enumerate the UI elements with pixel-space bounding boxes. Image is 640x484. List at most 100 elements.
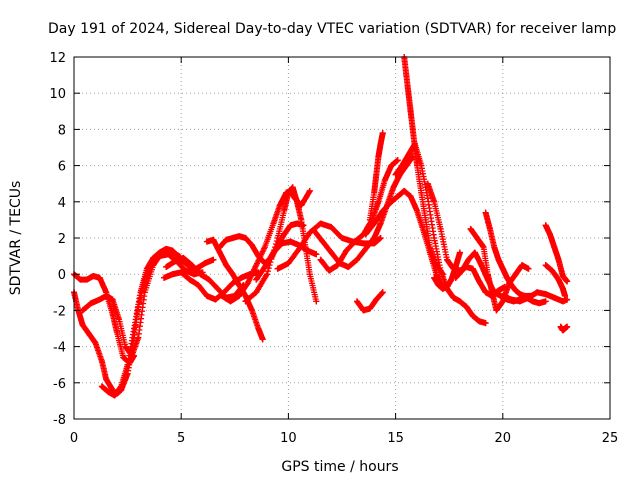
data-point (270, 220, 277, 227)
tick-layer: 0 5 10 15 20 25 -8 -6 -4 -2 0 2 4 6 8 10 12 (49, 51, 618, 446)
data-point (399, 162, 406, 169)
data-point (422, 216, 429, 223)
data-point (122, 343, 129, 350)
data-point (495, 256, 502, 263)
data-point (414, 207, 421, 214)
data-point (525, 294, 532, 301)
data-point (236, 233, 243, 240)
data-point (379, 207, 386, 214)
data-point (180, 254, 187, 261)
data-point (465, 256, 472, 263)
data-point (109, 296, 116, 303)
data-point (360, 240, 367, 247)
series-arc-21 (431, 249, 463, 292)
data-point (549, 267, 556, 274)
data-point (287, 238, 294, 245)
y-tick-label: -8 (53, 413, 66, 428)
data-point (278, 240, 285, 247)
data-point (482, 209, 489, 216)
data-point (216, 244, 223, 251)
data-point (516, 298, 523, 305)
data-point (379, 289, 386, 296)
data-point (542, 262, 549, 269)
data-point (499, 265, 506, 272)
series-arc-19 (392, 140, 489, 327)
data-point (96, 274, 103, 281)
data-point (169, 271, 176, 278)
data-point (371, 235, 378, 241)
data-point (281, 207, 288, 214)
data-point (559, 298, 566, 305)
data-point (504, 274, 511, 281)
data-point (392, 171, 399, 178)
data-point (195, 282, 202, 289)
x-axis-label: GPS time / hours (281, 459, 398, 475)
data-point (478, 262, 485, 269)
x-tick-label: 5 (177, 431, 185, 446)
data-point (259, 336, 266, 343)
data-point (474, 235, 481, 241)
data-point (403, 72, 410, 79)
x-tick-label: 20 (495, 431, 512, 446)
data-point (306, 229, 313, 236)
data-point (150, 254, 157, 261)
data-point (394, 193, 401, 200)
data-point (564, 323, 571, 330)
data-point (253, 276, 260, 283)
data-point (476, 318, 483, 325)
data-point (263, 271, 270, 278)
data-point (178, 269, 185, 276)
data-point (467, 225, 474, 232)
series-arc-27 (542, 222, 571, 285)
data-point (79, 307, 86, 314)
data-point (306, 271, 313, 278)
data-point (542, 222, 549, 229)
data-point (326, 267, 333, 274)
y-tick-label: 0 (58, 268, 66, 283)
data-point (546, 231, 553, 238)
data-point (285, 260, 292, 267)
data-point (163, 245, 170, 252)
data-point (212, 296, 219, 303)
data-point (276, 202, 283, 209)
data-point (253, 262, 260, 269)
data-point (551, 244, 558, 251)
data-point (373, 296, 380, 303)
data-point (411, 140, 418, 147)
data-point (156, 249, 163, 256)
data-point (105, 388, 112, 395)
series-arc-23 (467, 225, 532, 314)
series-arc-16 (366, 130, 386, 223)
data-point (311, 227, 318, 234)
data-point (516, 291, 523, 298)
data-point (248, 242, 255, 249)
data-point (216, 249, 223, 256)
series-arc-26 (542, 262, 568, 299)
data-point (289, 184, 296, 191)
data-point (143, 265, 150, 272)
data-point (431, 198, 438, 205)
y-axis-label: SDTVAR / TECUs (8, 181, 24, 296)
data-point (229, 271, 236, 278)
data-point (435, 282, 442, 289)
data-point (493, 307, 500, 314)
data-point (339, 235, 345, 241)
data-point (120, 354, 127, 361)
data-point (557, 323, 564, 330)
y-tick-label: -4 (53, 341, 66, 356)
series-arc-15 (354, 289, 386, 314)
data-point (281, 231, 288, 238)
data-point (401, 187, 408, 194)
data-point (203, 238, 210, 245)
data-point (388, 162, 395, 169)
data-point (328, 224, 335, 231)
data-point (362, 231, 369, 238)
data-point (79, 321, 86, 328)
data-point (293, 220, 300, 227)
data-point (366, 305, 373, 312)
data-point (561, 292, 568, 299)
data-point (375, 153, 382, 160)
data-point (426, 244, 433, 251)
data-point (343, 247, 350, 254)
